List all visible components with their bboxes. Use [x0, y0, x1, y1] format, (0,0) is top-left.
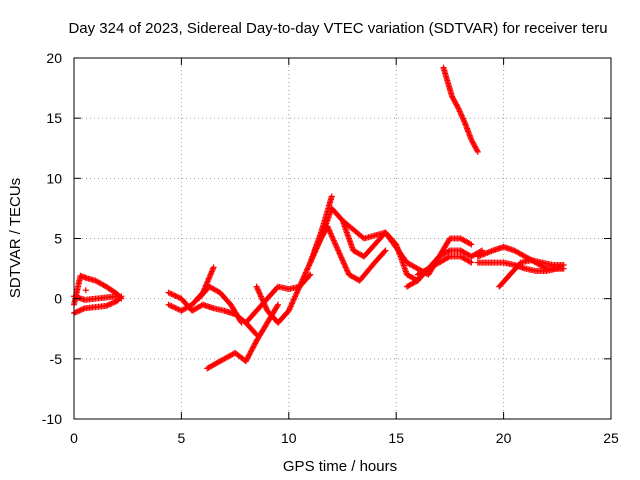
- series-extra-points: [82, 287, 89, 294]
- series-arc-12: [339, 217, 475, 278]
- data-point: [474, 148, 481, 155]
- data-point: [474, 147, 481, 154]
- data-point: [275, 301, 282, 308]
- data-point: [467, 258, 474, 265]
- data-point: [77, 307, 84, 314]
- data-point: [107, 301, 114, 308]
- series-arc-15: [440, 64, 481, 155]
- x-tick-label: 15: [388, 430, 404, 446]
- series-arc-14: [414, 247, 486, 278]
- series-arc-11: [311, 223, 389, 284]
- data-point: [467, 240, 474, 247]
- x-tick-label: 10: [281, 430, 297, 446]
- data-point: [445, 248, 452, 255]
- data-point: [80, 305, 87, 312]
- series-arc-2: [71, 293, 125, 317]
- series-arc-18: [496, 257, 567, 290]
- data-point: [117, 294, 124, 301]
- series-arc-3: [71, 293, 120, 303]
- y-axis-label: SDTVAR / TECUs: [7, 178, 24, 298]
- data-point: [113, 293, 120, 300]
- data-point: [103, 302, 110, 309]
- x-tick-label: 20: [496, 430, 512, 446]
- data-point: [307, 271, 314, 278]
- data-point: [454, 104, 461, 111]
- data-point: [468, 241, 475, 248]
- x-axis-label: GPS time / hours: [283, 458, 397, 475]
- data-point: [274, 302, 281, 309]
- y-tick-label: 15: [46, 110, 62, 126]
- data-point: [75, 308, 82, 315]
- data-point: [560, 261, 567, 268]
- data-point: [73, 308, 80, 315]
- data-point: [109, 299, 116, 306]
- y-tick-label: 20: [46, 50, 62, 66]
- data-point: [104, 302, 111, 309]
- x-tick-label: 5: [178, 430, 186, 446]
- data-point: [108, 300, 115, 307]
- data-point: [468, 259, 475, 266]
- data-point: [237, 318, 244, 325]
- data-point: [382, 247, 389, 254]
- data-point: [445, 254, 452, 261]
- series-arc-6: [195, 283, 245, 326]
- y-tick-label: 5: [54, 231, 62, 247]
- x-tick-label: 25: [603, 430, 619, 446]
- y-tick-label: -5: [50, 351, 63, 367]
- y-tick-label: 10: [46, 170, 62, 186]
- grid: [74, 58, 611, 419]
- data-point: [72, 309, 79, 316]
- chart-title: Day 324 of 2023, Sidereal Day-to-day VTE…: [68, 20, 607, 37]
- y-tick-label: 0: [54, 291, 62, 307]
- axis-ticks: 0 5 10 15 20 25 -10 -5 0 5 10 15 20: [42, 50, 619, 446]
- data-point: [328, 193, 335, 200]
- data-point: [252, 330, 259, 337]
- data-point: [82, 287, 89, 294]
- data-series: [71, 64, 567, 372]
- data-point: [210, 264, 217, 271]
- y-tick-label: -10: [42, 411, 62, 427]
- data-point: [111, 299, 118, 306]
- data-point: [76, 307, 83, 314]
- data-point: [79, 306, 86, 313]
- data-point: [105, 301, 112, 308]
- x-tick-label: 0: [70, 430, 78, 446]
- data-point: [381, 248, 388, 255]
